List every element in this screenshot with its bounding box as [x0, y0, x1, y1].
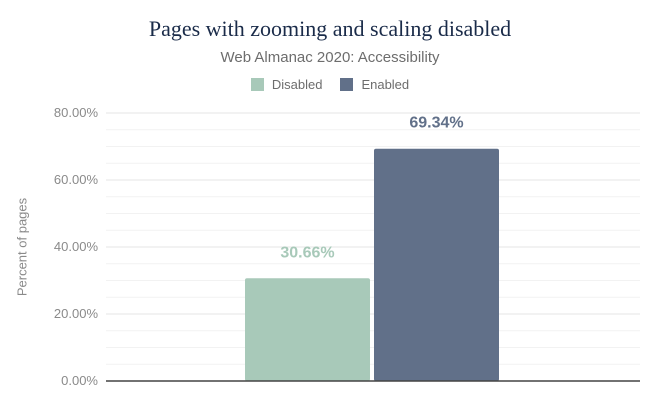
data-label-disabled: 30.66% [280, 244, 334, 261]
legend-item-disabled[interactable]: Disabled [250, 77, 323, 92]
chart-subtitle: Web Almanac 2020: Accessibility [220, 49, 440, 66]
y-tick-label: 40.00% [54, 239, 99, 254]
legend-swatch-disabled [250, 78, 264, 91]
legend: Disabled Enabled [0, 77, 660, 92]
bar-enabled [374, 148, 499, 381]
legend-swatch-enabled [340, 78, 354, 91]
y-tick-label: 60.00% [54, 172, 99, 187]
bar-disabled [245, 278, 370, 381]
legend-label-enabled: Enabled [361, 77, 410, 92]
data-label-enabled: 69.34% [409, 115, 463, 132]
legend-item-enabled[interactable]: Enabled [340, 77, 409, 92]
y-tick-label: 0.00% [61, 373, 98, 388]
y-tick-label: 80.00% [54, 105, 99, 120]
legend-label-disabled: Disabled [271, 77, 323, 92]
chart-title: Pages with zooming and scaling disabled [148, 16, 512, 41]
y-tick-label: 20.00% [54, 306, 99, 321]
